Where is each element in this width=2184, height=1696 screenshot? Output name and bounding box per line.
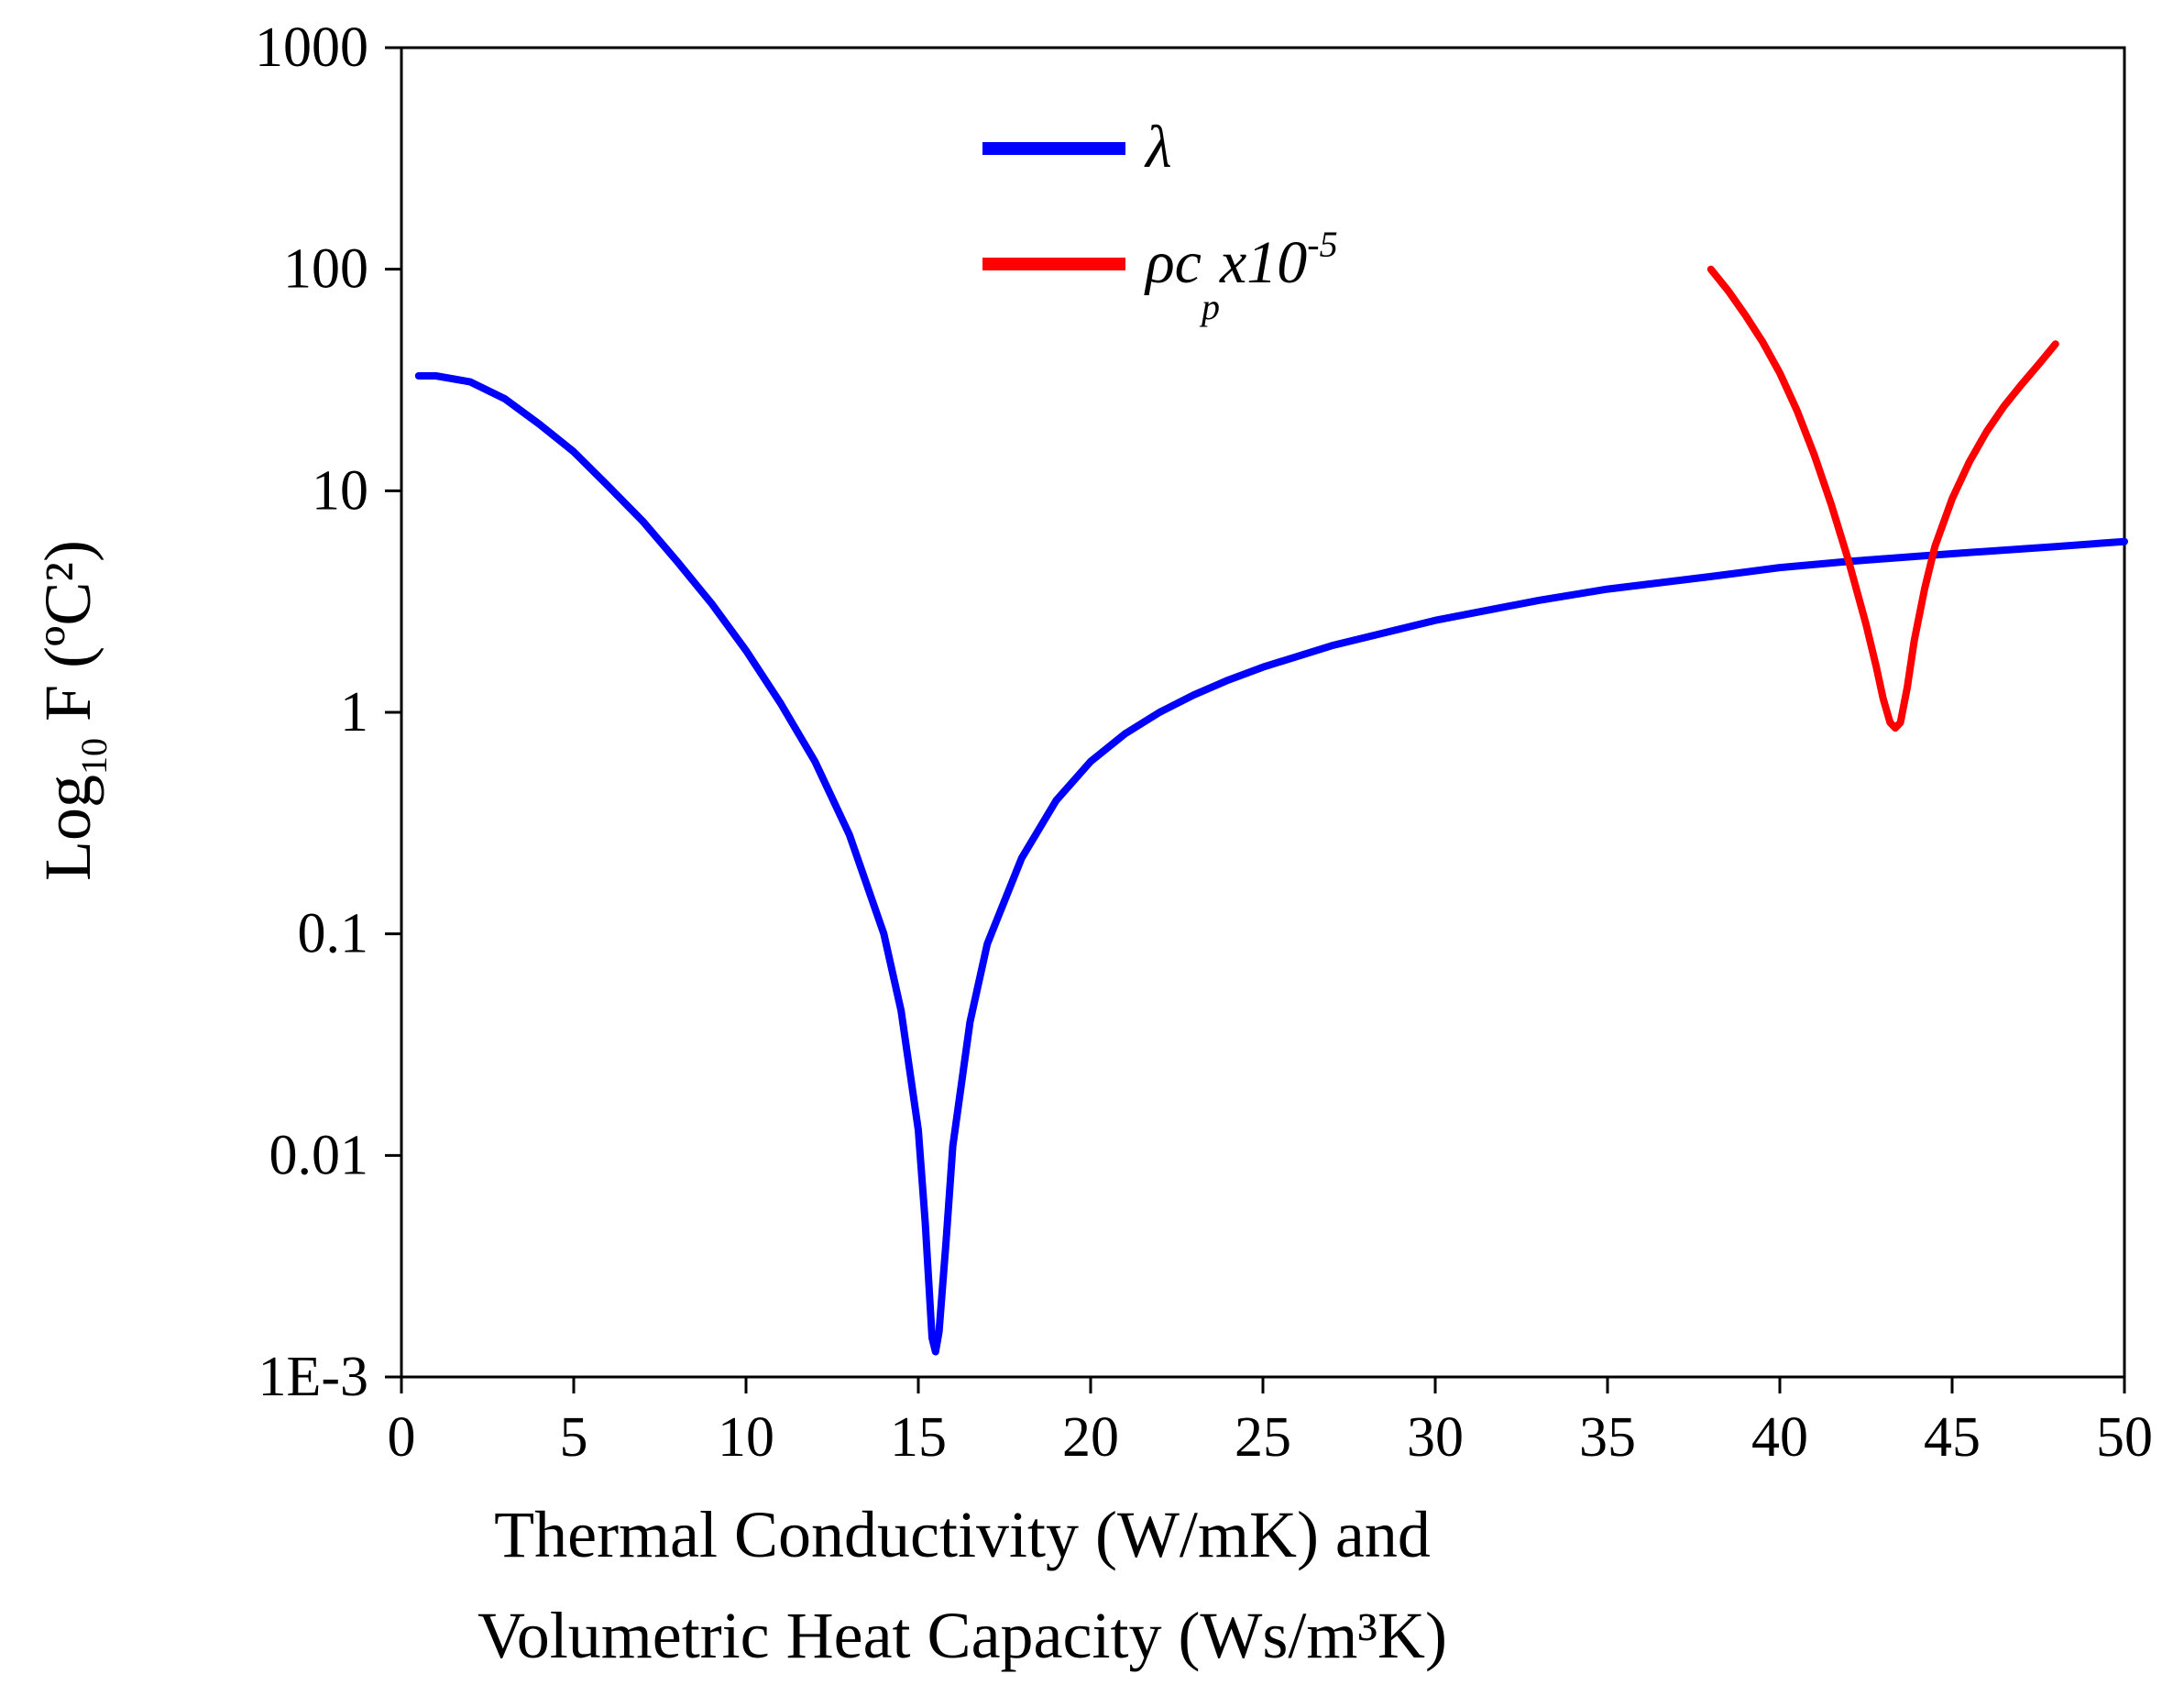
series-lines: [414, 265, 2128, 1356]
series-line-rho-cp: [1707, 265, 2059, 732]
x-tick-label: 30: [1407, 1406, 1464, 1469]
x-tick-label: 50: [2096, 1406, 2153, 1469]
x-tick-label: 15: [890, 1406, 947, 1469]
y-tick-label: 10: [312, 459, 368, 522]
legend-label-rho-cp: ρcpx10-5: [1144, 224, 1338, 327]
y-axis-ticks: 1E-3 0.01 0.1 1 10 100 1000: [255, 17, 401, 1408]
legend-label-lambda: λ: [1144, 114, 1172, 181]
y-axis-title-sub: 10: [73, 738, 115, 775]
x-axis-title-line2: Volumetric Heat Capacity (Ws/m³K): [477, 1599, 1447, 1672]
x-tick-label: 35: [1579, 1406, 1636, 1469]
legend-label-rho-cp-main: ρc: [1144, 229, 1202, 296]
y-tick-label: 0.1: [298, 903, 369, 965]
legend-label-rho-cp-sub: p: [1199, 286, 1220, 327]
y-tick-label: 1: [340, 681, 368, 743]
x-tick-label: 5: [560, 1406, 588, 1469]
y-tick-label: 100: [283, 238, 368, 301]
y-axis-title-rest: F (ºC²): [31, 540, 104, 738]
x-tick-label: 40: [1751, 1406, 1808, 1469]
x-axis-title-line1: Thermal Conductivity (W/mK) and: [494, 1498, 1431, 1571]
x-tick-label: 25: [1235, 1406, 1291, 1469]
legend: λ ρcpx10-5: [982, 114, 1338, 327]
y-tick-label: 1000: [255, 17, 368, 79]
y-tick-label: 0.01: [269, 1124, 369, 1186]
x-tick-label: 45: [1924, 1406, 1981, 1469]
legend-label-rho-cp-sup: -5: [1307, 224, 1337, 265]
x-tick-label: 20: [1062, 1406, 1119, 1469]
y-axis-title: Log10 F (ºC²): [31, 540, 115, 881]
legend-label-rho-cp-rest: x10: [1219, 229, 1307, 296]
y-tick-label: 1E-3: [258, 1346, 368, 1408]
y-axis-title-main: Log: [31, 775, 104, 881]
series-line-lambda: [414, 372, 2128, 1356]
x-tick-label: 0: [388, 1406, 416, 1469]
x-axis-ticks: 0 5 10 15 20 25 30 35 40 45 50: [388, 1377, 2153, 1469]
x-tick-label: 10: [718, 1406, 774, 1469]
